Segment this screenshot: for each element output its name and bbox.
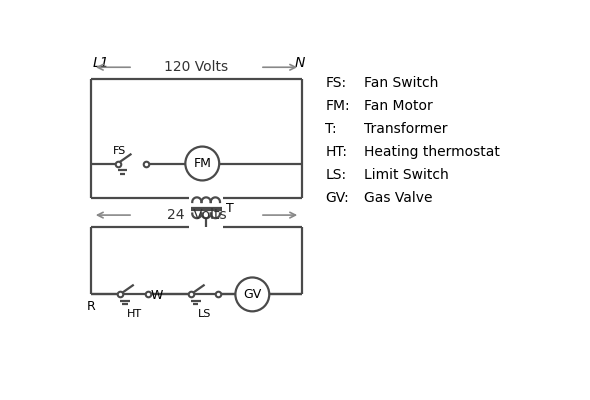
Text: HT: HT (127, 310, 142, 320)
Text: FM:: FM: (326, 99, 350, 113)
Text: FS:: FS: (326, 76, 346, 90)
Text: 24  Volts: 24 Volts (167, 208, 227, 222)
Text: W: W (150, 290, 163, 302)
Text: FS: FS (113, 146, 126, 156)
Text: Gas Valve: Gas Valve (364, 191, 432, 205)
Text: N: N (294, 56, 305, 70)
Text: HT:: HT: (326, 145, 348, 159)
Text: Fan Motor: Fan Motor (364, 99, 432, 113)
Circle shape (185, 146, 219, 180)
Text: R: R (86, 300, 95, 313)
Text: T: T (226, 202, 234, 216)
Circle shape (235, 278, 269, 311)
Text: T:: T: (326, 122, 337, 136)
Text: GV:: GV: (326, 191, 349, 205)
Text: Transformer: Transformer (364, 122, 447, 136)
Text: Fan Switch: Fan Switch (364, 76, 438, 90)
Text: Limit Switch: Limit Switch (364, 168, 449, 182)
Text: L1: L1 (92, 56, 109, 70)
Text: LS: LS (198, 310, 211, 320)
Text: GV: GV (243, 288, 261, 301)
Text: LS:: LS: (326, 168, 346, 182)
Text: FM: FM (194, 157, 211, 170)
Text: Heating thermostat: Heating thermostat (364, 145, 500, 159)
Text: 120 Volts: 120 Volts (165, 60, 228, 74)
